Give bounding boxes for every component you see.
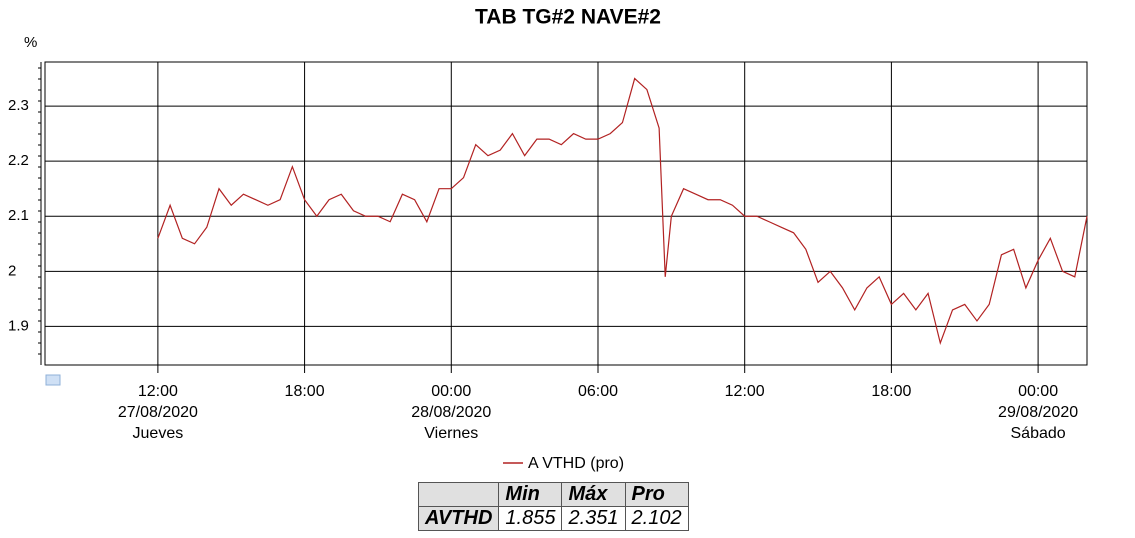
y-tick-label: 2.2	[8, 152, 29, 169]
chart-title: TAB TG#2 NAVE#2	[475, 6, 661, 29]
y-tick-label: 2.3	[8, 97, 29, 114]
corner	[417, 482, 500, 507]
y-tick-label: 2.1	[8, 207, 29, 224]
x-tick-label: 18:00	[285, 383, 325, 400]
x-tick-label: 29/08/2020	[998, 404, 1078, 421]
x-tick-label: 12:00	[725, 383, 765, 400]
data-line	[157, 77, 1088, 346]
table-cell: 2.102	[624, 506, 689, 531]
chart: TAB TG#2 NAVE#2 % 1.9 2 2.1 2.2 2.3 12:00 27/0…	[8, 6, 1088, 472]
x-tick-label: 00:00	[431, 383, 471, 400]
x-tick-label: 06:00	[578, 383, 618, 400]
column-header: Min	[498, 482, 563, 507]
column-header: Máx	[561, 482, 626, 507]
x-tick-label: Sábado	[1011, 425, 1066, 442]
table-cell: 2.351	[561, 506, 626, 531]
x-tick-label: 18:00	[871, 383, 911, 400]
legend-label: A VTHD (pro)	[528, 455, 624, 472]
x-tick-label: 00:00	[1018, 383, 1058, 400]
y-unit: %	[24, 34, 37, 51]
scroll-icon	[45, 374, 61, 386]
summary-table: Min Máx Pro AVTHD 1.855 2.351 2.102	[417, 482, 689, 531]
table-header: Min Máx Pro	[417, 482, 689, 507]
x-tick-label: 28/08/2020	[411, 404, 491, 421]
x-tick-label: 12:00	[138, 383, 178, 400]
table-cell: 1.855	[498, 506, 563, 531]
column-header: Pro	[624, 482, 689, 507]
row-label: AVTHD	[417, 506, 500, 531]
y-tick-label: 1.9	[8, 317, 29, 334]
table-row: AVTHD 1.855 2.351 2.102	[417, 506, 689, 531]
x-tick-label: Viernes	[424, 425, 478, 442]
x-tick-label: 27/08/2020	[118, 404, 198, 421]
x-tick-label: Jueves	[133, 425, 184, 442]
y-tick-label: 2	[8, 262, 16, 279]
plot-frame	[44, 61, 1088, 366]
